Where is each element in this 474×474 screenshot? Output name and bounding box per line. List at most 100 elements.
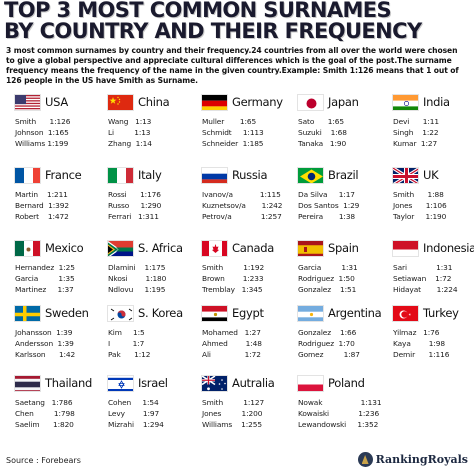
surname-row: Hidayat 1:224 bbox=[393, 285, 458, 294]
country-header: Canada bbox=[187, 238, 280, 258]
country-card: Japan Sato 1:65 Suzuki 1:68 Tanaka 1:90 bbox=[283, 92, 376, 162]
surname-row: Mohamed 1:27 bbox=[202, 328, 261, 337]
surname-list: Saetang 1:786 Chen 1:798 Saelim 1:820 bbox=[15, 397, 93, 430]
brand-name: RankingRoyals bbox=[375, 453, 468, 466]
country-name: Germany bbox=[232, 95, 283, 109]
flag-russia-icon bbox=[201, 166, 228, 184]
flag-south-africa-icon bbox=[107, 239, 134, 257]
surname-row: Ali 1:72 bbox=[202, 350, 261, 359]
surname-row: Sari 1:31 bbox=[393, 263, 453, 272]
flag-mexico-icon bbox=[14, 239, 41, 257]
surname-list: Smith 1:88 Jones 1:106 Taylor 1:190 bbox=[393, 189, 471, 222]
surname-row: Martin 1:211 bbox=[15, 190, 68, 199]
surname-row: Pereira 1:38 bbox=[298, 212, 356, 221]
surname-row: Jones 1:200 bbox=[202, 409, 263, 418]
surname-row: Kaya 1:98 bbox=[393, 339, 445, 348]
country-card: Brazil Da Silva 1:17 Dos Santos 1:29 Pereir… bbox=[283, 165, 376, 235]
country-card: Canada Smith 1:192 Brown 1:233 Tremblay 1:3… bbox=[187, 238, 280, 308]
country-header: Spain bbox=[283, 238, 376, 258]
surname-list: Ivanov/a 1:115 Kuznetsov/a 1:242 Petrov/a … bbox=[202, 189, 282, 222]
surname-list: Smith 1:126 Johnson 1:165 Williams 1:199 bbox=[15, 116, 93, 149]
surname-list: Smith 1:192 Brown 1:233 Tremblay 1:345 bbox=[202, 262, 280, 295]
country-card: Egypt Mohamed 1:27 Ahmed 1:48 Ali 1:72 bbox=[187, 303, 280, 373]
surname-row: Jones 1:106 bbox=[393, 201, 447, 210]
surname-list: Wang 1:13 Li 1:13 Zhang 1:14 bbox=[108, 116, 186, 149]
flag-brazil-icon bbox=[297, 166, 324, 184]
surname-row: Smith 1:192 bbox=[202, 263, 265, 272]
country-card: Spain Garcia 1:31 Rodriguez 1:50 Gonzalez 1… bbox=[283, 238, 376, 308]
country-name: India bbox=[423, 95, 450, 109]
surname-row: Li 1:13 bbox=[108, 128, 151, 137]
surname-row: Rossi 1:176 bbox=[108, 190, 161, 199]
surname-row: Tremblay 1:345 bbox=[202, 285, 263, 294]
country-card: Mexico Hernandez 1:25 Garcia 1:35 Martinez … bbox=[0, 238, 93, 308]
brand[interactable]: RankingRoyals bbox=[357, 452, 468, 467]
surname-list: Sato 1:65 Suzuki 1:68 Tanaka 1:90 bbox=[298, 116, 376, 149]
country-name: Argentina bbox=[328, 306, 382, 320]
surname-list: Muller 1:65 Schmidt 1:113 Schneider 1:185 bbox=[202, 116, 280, 149]
country-name: Egypt bbox=[232, 306, 264, 320]
country-name: S. Korea bbox=[138, 306, 183, 320]
intro-text: 3 most common surnames by country and th… bbox=[6, 46, 459, 85]
country-name: Spain bbox=[328, 241, 359, 255]
country-header: Thailand bbox=[0, 373, 93, 393]
surname-row: Saelim 1:820 bbox=[15, 420, 74, 429]
country-name: Japan bbox=[328, 95, 359, 109]
country-header: Germany bbox=[187, 92, 283, 112]
surname-list: Hernandez 1:25 Garcia 1:35 Martinez 1:37 bbox=[15, 262, 93, 295]
surname-row: Nkosi 1:180 bbox=[108, 274, 167, 283]
country-header: Autralia bbox=[187, 373, 280, 393]
surname-row: Chen 1:798 bbox=[15, 409, 75, 418]
surname-row: Gonzalez 1:51 bbox=[298, 285, 357, 294]
country-name: UK bbox=[423, 168, 439, 182]
surname-row: Russo 1:290 bbox=[108, 201, 162, 210]
surname-row: Da Silva 1:17 bbox=[298, 190, 355, 199]
surname-row: Garcia 1:35 bbox=[15, 274, 75, 283]
flag-china-icon bbox=[107, 93, 134, 111]
flag-argentina-icon bbox=[297, 304, 324, 322]
flag-uk-icon bbox=[392, 166, 419, 184]
surname-row: Zhang 1:14 bbox=[108, 139, 152, 148]
country-grid: USA Smith 1:126 Johnson 1:165 Williams 1:19… bbox=[0, 92, 474, 448]
flag-south-korea-icon bbox=[107, 304, 134, 322]
country-card: UK Smith 1:88 Jones 1:106 Taylor 1:190 bbox=[378, 165, 471, 235]
country-card: Indonesia Sari 1:31 Setiawan 1:72 Hidayat 1… bbox=[378, 238, 474, 308]
surname-row: Demir 1:116 bbox=[393, 350, 450, 359]
surname-row: Saetang 1:786 bbox=[15, 398, 73, 407]
country-card: S. Africa Dlamini 1:175 Nkosi 1:180 Ndlovu … bbox=[93, 238, 186, 308]
surname-row: Smith 1:126 bbox=[15, 117, 71, 126]
country-card: China Wang 1:13 Li 1:13 Zhang 1:14 bbox=[93, 92, 186, 162]
country-card: Argentina Gonzalez 1:66 Rodriguez 1:70 Gome… bbox=[283, 303, 382, 373]
country-card: Italy Rossi 1:176 Russo 1:290 Ferrari 1:311 bbox=[93, 165, 186, 235]
surname-list: Cohen 1:54 Levy 1:97 Mizrahi 1:294 bbox=[108, 397, 186, 430]
flag-indonesia-icon bbox=[392, 239, 419, 257]
flag-sweden-icon bbox=[14, 304, 41, 322]
flag-india-icon bbox=[392, 93, 419, 111]
surname-row: Mizrahi 1:294 bbox=[108, 420, 164, 429]
source-credit: Source : Forebears bbox=[6, 456, 81, 465]
surname-row: Cohen 1:54 bbox=[108, 398, 159, 407]
surname-row: Robert 1:472 bbox=[15, 212, 69, 221]
country-name: Russia bbox=[232, 168, 268, 182]
surname-row: Setiawan 1:72 bbox=[393, 274, 452, 283]
country-name: Poland bbox=[328, 376, 365, 390]
country-card: USA Smith 1:126 Johnson 1:165 Williams 1:19… bbox=[0, 92, 93, 162]
surname-row: Schneider 1:185 bbox=[202, 139, 264, 148]
surname-row: Dlamini 1:175 bbox=[108, 263, 166, 272]
surname-row: Pak 1:12 bbox=[108, 350, 151, 359]
country-name: Turkey bbox=[423, 306, 459, 320]
surname-list: Nowak 1:131 Kowaiski 1:236 Lewandowski 1:3… bbox=[298, 397, 382, 430]
surname-row: Wang 1:13 bbox=[108, 117, 152, 126]
title-line-2: BY COUNTRY AND THEIR FREQUENCY bbox=[4, 19, 422, 43]
country-header: S. Korea bbox=[93, 303, 186, 323]
country-name: China bbox=[138, 95, 170, 109]
country-header: Russia bbox=[187, 165, 280, 185]
flag-egypt-icon bbox=[201, 304, 228, 322]
flag-japan-icon bbox=[297, 93, 324, 111]
surname-row: Taylor 1:190 bbox=[393, 212, 447, 221]
country-name: Indonesia bbox=[423, 241, 474, 255]
surname-row: Rodriguez 1:50 bbox=[298, 274, 355, 283]
country-name: France bbox=[45, 168, 82, 182]
flag-poland-icon bbox=[297, 374, 324, 392]
surname-row: Ndlovu 1:195 bbox=[108, 285, 166, 294]
